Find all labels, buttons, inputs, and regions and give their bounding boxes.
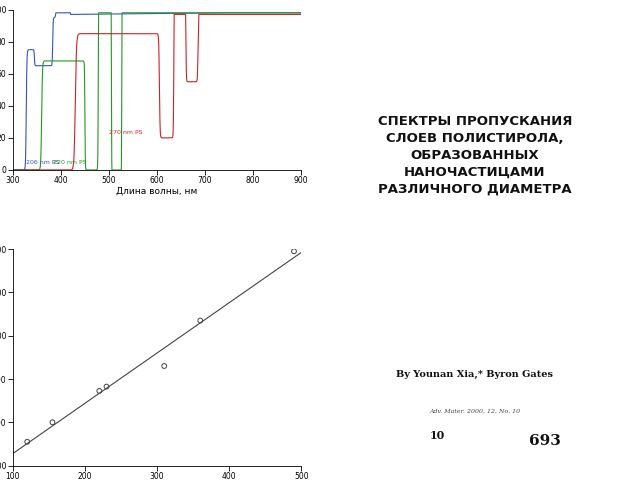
Point: [289, 247, 299, 255]
Text: 270 nm PS: 270 nm PS: [109, 130, 143, 135]
Point: [159, 362, 170, 370]
Point: [22, 438, 33, 445]
Text: СПЕКТРЫ ПРОПУСКАНИЯ
СЛОЕВ ПОЛИСТИРОЛА,
ОБРАЗОВАННЫХ
НАНОЧАСТИЦАМИ
РАЗЛИЧНОГО ДИА: СПЕКТРЫ ПРОПУСКАНИЯ СЛОЕВ ПОЛИСТИРОЛА, О…: [378, 115, 572, 196]
Text: Adv. Mater. 2000, 12, No. 10: Adv. Mater. 2000, 12, No. 10: [429, 408, 520, 413]
Text: By Younan Xia,* Byron Gates: By Younan Xia,* Byron Gates: [396, 370, 554, 379]
Point: [47, 419, 58, 426]
Text: 693: 693: [529, 433, 561, 447]
X-axis label: Длина волны, нм: Длина волны, нм: [116, 187, 198, 196]
Text: 10: 10: [429, 431, 445, 442]
Point: [94, 387, 104, 395]
Text: 220 nm PS: 220 nm PS: [52, 160, 86, 165]
Point: [195, 317, 205, 324]
Text: 206 nm PS: 206 nm PS: [26, 160, 60, 165]
Point: [101, 383, 111, 390]
